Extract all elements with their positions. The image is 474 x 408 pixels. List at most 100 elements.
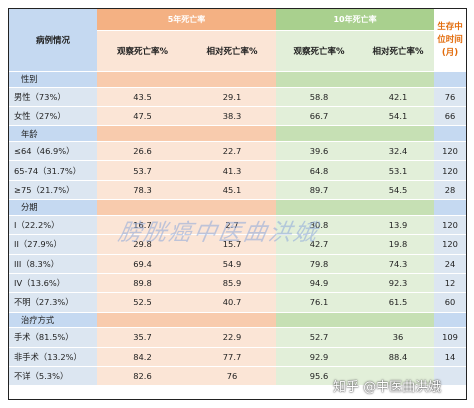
section-spacer-cell	[97, 312, 188, 329]
table-row: 非手术（13.2%） 84.2 77.7 92.9 88.4 14	[9, 347, 466, 368]
table-row: 65-74（31.7%） 53.7 41.3 64.8 53.1 120	[9, 160, 466, 181]
five-year-observed-cell: 35.7	[97, 327, 188, 348]
table-row: 不详（5.3%） 82.6 76 95.6	[9, 366, 466, 387]
five-year-relative-cell: 76	[188, 366, 277, 387]
section-spacer-cell	[362, 125, 435, 142]
median-survival-cell: 120	[434, 160, 466, 181]
five-year-observed-cell: 69.4	[97, 254, 188, 274]
ten-year-relative-cell: 13.9	[362, 215, 435, 236]
section-spacer-cell	[188, 125, 277, 142]
table-row: II（27.9%） 29.8 15.7 42.7 19.8 120	[9, 234, 466, 255]
section-spacer-cell	[276, 312, 363, 329]
section-title: 年龄	[9, 125, 97, 142]
five-year-observed-cell: 82.6	[97, 366, 188, 387]
five-year-header: 5年死亡率	[97, 9, 277, 31]
ten-year-relative-cell: 36	[362, 327, 435, 348]
ten-year-observed-cell: 58.8	[276, 87, 363, 107]
ten-year-relative-cell: 92.3	[362, 273, 435, 294]
row-label: I（22.2%）	[9, 215, 97, 236]
row-label: II（27.9%）	[9, 234, 97, 255]
section-spacer-cell	[188, 312, 277, 329]
five-year-observed-cell: 29.8	[97, 234, 188, 255]
ten-year-relative-cell: 88.4	[362, 347, 435, 368]
median-survival-header: 生存中位时间(月)	[434, 9, 466, 72]
section-spacer-cell	[362, 71, 435, 88]
section-spacer-cell	[362, 199, 435, 216]
five-year-observed-cell: 89.8	[97, 273, 188, 294]
ten-year-relative-cell: 53.1	[362, 160, 435, 181]
five-year-relative-cell: 22.9	[188, 327, 277, 348]
five-year-observed-cell: 84.2	[97, 347, 188, 368]
median-survival-cell: 28	[434, 180, 466, 201]
five-year-observed-cell: 47.5	[97, 106, 188, 127]
ten-year-observed-header: 观察死亡率%	[276, 30, 363, 72]
median-survival-cell: 109	[434, 327, 466, 348]
median-survival-cell: 76	[434, 87, 466, 107]
ten-year-observed-cell: 92.9	[276, 347, 363, 368]
ten-year-observed-cell: 79.8	[276, 254, 363, 274]
five-year-relative-cell: 22.7	[188, 141, 277, 162]
five-year-observed-cell: 43.5	[97, 87, 188, 107]
section-row: 分期	[9, 199, 466, 216]
section-row: 性别	[9, 71, 466, 88]
row-label: ≥75（21.7%）	[9, 180, 97, 201]
ten-year-relative-cell: 54.5	[362, 180, 435, 201]
mortality-table: 病例情况 5年死亡率 10年死亡率 生存中位时间(月) 观察死亡率% 相对死亡率…	[9, 9, 466, 387]
section-title: 分期	[9, 199, 97, 216]
section-spacer-cell	[434, 125, 466, 142]
section-spacer-cell	[434, 312, 466, 329]
five-year-relative-header: 相对死亡率%	[188, 30, 277, 72]
ten-year-relative-cell	[362, 366, 435, 387]
five-year-relative-cell: 77.7	[188, 347, 277, 368]
five-year-relative-cell: 40.7	[188, 292, 277, 313]
table-row: ≤64（46.9%） 26.6 22.7 39.6 32.4 120	[9, 141, 466, 162]
row-label: 女性（27%）	[9, 106, 97, 127]
median-survival-cell: 14	[434, 347, 466, 368]
median-survival-cell	[434, 366, 466, 387]
table-body: 性别 男性（73%） 43.5 29.1 58.8 42.1 76 女性（27%） 47.5 38…	[9, 71, 466, 387]
table-row: 不明（27.3%） 52.5 40.7 76.1 61.5 60	[9, 292, 466, 313]
median-survival-cell: 120	[434, 234, 466, 255]
five-year-relative-cell: 45.1	[188, 180, 277, 201]
section-spacer-cell	[276, 199, 363, 216]
ten-year-relative-cell: 32.4	[362, 141, 435, 162]
section-spacer-cell	[97, 71, 188, 88]
five-year-relative-cell: 29.1	[188, 87, 277, 107]
five-year-observed-cell: 78.3	[97, 180, 188, 201]
five-year-relative-cell: 54.9	[188, 254, 277, 274]
median-survival-cell: 66	[434, 106, 466, 127]
median-survival-cell: 12	[434, 273, 466, 294]
five-year-observed-cell: 16.7	[97, 215, 188, 236]
table-row: 女性（27%） 47.5 38.3 66.7 54.1 66	[9, 106, 466, 127]
ten-year-relative-cell: 74.3	[362, 254, 435, 274]
section-spacer-cell	[188, 199, 277, 216]
ten-year-observed-cell: 30.8	[276, 215, 363, 236]
ten-year-relative-cell: 19.8	[362, 234, 435, 255]
five-year-relative-cell: 38.3	[188, 106, 277, 127]
five-year-relative-cell: 2.7	[188, 215, 277, 236]
row-label: IV（13.6%）	[9, 273, 97, 294]
row-label: 65-74（31.7%）	[9, 160, 97, 181]
mortality-table-frame: 病例情况 5年死亡率 10年死亡率 生存中位时间(月) 观察死亡率% 相对死亡率…	[8, 8, 467, 400]
ten-year-relative-cell: 61.5	[362, 292, 435, 313]
five-year-relative-cell: 41.3	[188, 160, 277, 181]
table-row: I（22.2%） 16.7 2.7 30.8 13.9 120	[9, 215, 466, 236]
ten-year-observed-cell: 66.7	[276, 106, 363, 127]
ten-year-relative-cell: 54.1	[362, 106, 435, 127]
five-year-observed-header: 观察死亡率%	[97, 30, 188, 72]
section-spacer-cell	[276, 125, 363, 142]
table-row: III（8.3%） 69.4 54.9 79.8 74.3 24	[9, 254, 466, 274]
section-title: 治疗方式	[9, 312, 97, 329]
five-year-observed-cell: 52.5	[97, 292, 188, 313]
ten-year-observed-cell: 64.8	[276, 160, 363, 181]
row-label: 不详（5.3%）	[9, 366, 97, 387]
ten-year-observed-cell: 39.6	[276, 141, 363, 162]
ten-year-observed-cell: 94.9	[276, 273, 363, 294]
ten-year-observed-cell: 89.7	[276, 180, 363, 201]
median-survival-cell: 120	[434, 141, 466, 162]
ten-year-observed-cell: 76.1	[276, 292, 363, 313]
median-survival-cell: 24	[434, 254, 466, 274]
table-row: ≥75（21.7%） 78.3 45.1 89.7 54.5 28	[9, 180, 466, 201]
row-label: 不明（27.3%）	[9, 292, 97, 313]
section-spacer-cell	[362, 312, 435, 329]
